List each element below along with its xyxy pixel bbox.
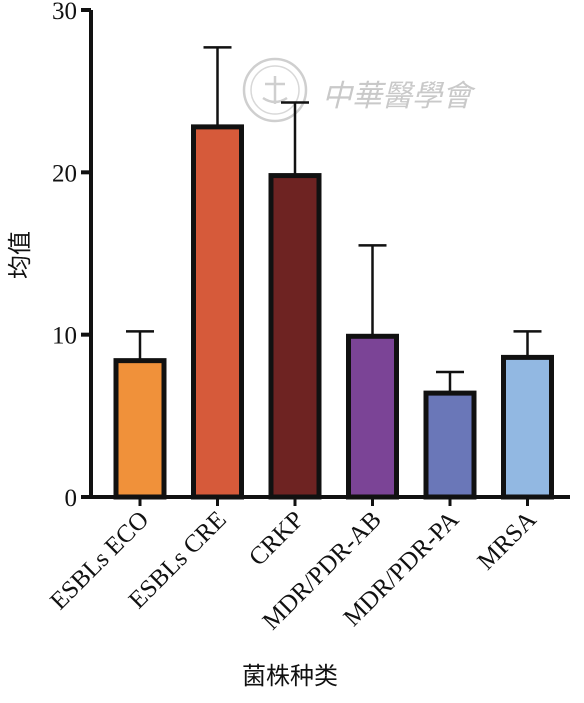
plot-area <box>113 46 554 500</box>
x-axis-title: 菌株种类 <box>242 662 338 690</box>
watermark: 中華醫學會 <box>242 57 476 123</box>
y-axis-title: 均值 <box>6 231 34 279</box>
bar <box>268 173 322 500</box>
bar <box>423 390 477 500</box>
y-tick-label: 0 <box>65 485 78 512</box>
x-tick-label: MRSA <box>473 506 542 575</box>
bar <box>191 124 244 500</box>
y-tick-label: 20 <box>52 160 77 187</box>
bar <box>501 354 554 500</box>
bar <box>113 358 167 500</box>
bar <box>346 333 399 500</box>
seal-icon <box>242 57 308 123</box>
y-tick-label: 10 <box>52 323 77 350</box>
watermark-text: 中華醫學會 <box>322 79 476 114</box>
x-tick-label: CRKP <box>244 506 309 571</box>
y-tick-label: 30 <box>52 0 77 25</box>
